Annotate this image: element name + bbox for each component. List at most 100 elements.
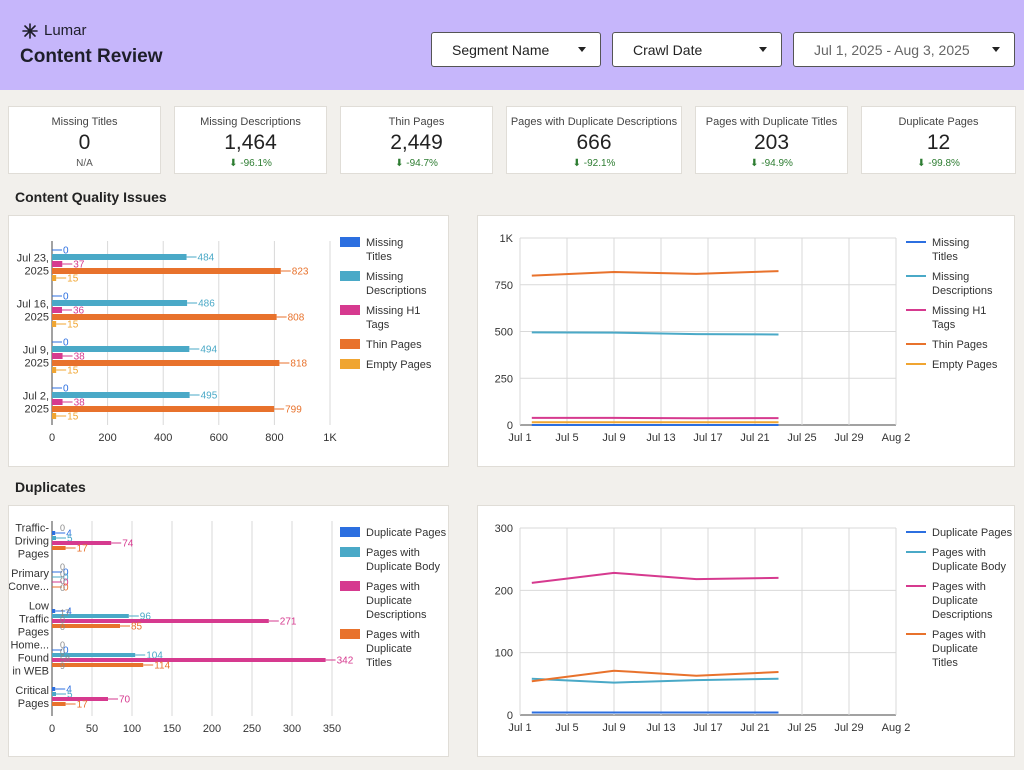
bar bbox=[52, 314, 277, 320]
x-tick-label: 350 bbox=[323, 723, 341, 735]
kpi-card-missing-titles[interactable]: Missing Titles 0 N/A bbox=[8, 106, 161, 174]
x-tick-label: 800 bbox=[265, 432, 283, 444]
legend-label: Pages with bbox=[366, 581, 420, 593]
kpi-card-missing-descriptions[interactable]: Missing Descriptions 1,464 ⬇ -96.1% bbox=[174, 106, 327, 174]
segment-dropdown[interactable]: Segment Name bbox=[431, 32, 601, 67]
x-tick-label: 150 bbox=[163, 723, 181, 735]
category-label: Pages bbox=[18, 549, 50, 561]
data-label: 17 bbox=[77, 700, 89, 711]
x-tick-label: Jul 29 bbox=[834, 432, 863, 444]
bar bbox=[52, 614, 129, 618]
legend-label: Duplicate bbox=[932, 643, 978, 655]
legend-label: Missing bbox=[366, 271, 403, 283]
bar bbox=[52, 624, 120, 628]
kpi-label: Pages with Duplicate Descriptions bbox=[510, 116, 678, 128]
legend-label: Pages with bbox=[366, 547, 420, 559]
data-label: 104 bbox=[146, 651, 163, 662]
kpi-value: 203 bbox=[753, 131, 790, 154]
x-tick-label: Jul 9 bbox=[602, 432, 625, 444]
category-label: Critical bbox=[15, 685, 49, 697]
data-label: 484 bbox=[198, 253, 215, 264]
duplicates-line-chart-card: 0 100 200 300 Jul 1 Jul 5 Jul 9 Jul 13 Jul 17 Jul… bbox=[477, 505, 1015, 757]
data-label: 0 bbox=[63, 573, 69, 584]
kpi-card-duplicate-pages[interactable]: Duplicate Pages 12 ⬇ -99.8% bbox=[861, 106, 1016, 174]
data-label: 4 bbox=[66, 685, 72, 696]
legend-swatch bbox=[340, 629, 360, 639]
data-label: 342 bbox=[337, 656, 354, 667]
kpi-card-duplicate-titles[interactable]: Pages with Duplicate Titles 203 ⬇ -94.9% bbox=[695, 106, 848, 174]
crawl-date-dropdown[interactable]: Crawl Date bbox=[612, 32, 782, 67]
legend-label: Thin Pages bbox=[932, 339, 988, 351]
quality-bar-chart-card: 0 200 400 600 800 1K Jul 23, 2025 0 484 37 823 15 Jul… bbox=[8, 215, 449, 467]
data-label: 4 bbox=[66, 529, 72, 540]
legend-label: Titles bbox=[932, 251, 958, 263]
y-tick-label: 200 bbox=[495, 585, 513, 597]
chevron-down-icon bbox=[992, 47, 1000, 52]
x-tick-label: Jul 21 bbox=[740, 432, 769, 444]
x-tick-label: Jul 21 bbox=[740, 722, 769, 734]
bar bbox=[52, 531, 56, 535]
legend-label: Tags bbox=[366, 319, 390, 331]
data-label: 0 bbox=[63, 292, 69, 303]
category-label: Traffic- bbox=[15, 523, 49, 535]
bar bbox=[52, 609, 56, 613]
legend-swatch bbox=[340, 527, 360, 537]
kpi-card-thin-pages[interactable]: Thin Pages 2,449 ⬇ -94.7% bbox=[340, 106, 493, 174]
date-range-picker[interactable]: Jul 1, 2025 - Aug 3, 2025 bbox=[793, 32, 1015, 67]
legend-label: Titles bbox=[366, 251, 392, 263]
y-tick-label: 500 bbox=[495, 327, 513, 339]
kpi-value: 0 bbox=[78, 131, 91, 154]
series-line bbox=[531, 669, 779, 683]
bar bbox=[52, 546, 66, 550]
legend-swatch bbox=[340, 305, 360, 315]
category-label: in WEB bbox=[12, 666, 49, 678]
kpi-change: ⬇ -96.1% bbox=[229, 158, 272, 169]
section-title-duplicates: Duplicates bbox=[15, 479, 86, 495]
data-label: 38 bbox=[74, 352, 86, 363]
data-label: 114 bbox=[154, 661, 170, 672]
x-tick-label: 200 bbox=[98, 432, 116, 444]
data-label: 0 bbox=[60, 615, 65, 625]
kpi-label: Thin Pages bbox=[388, 116, 445, 128]
x-tick-label: 300 bbox=[283, 723, 301, 735]
category-label: Jul 2, bbox=[23, 391, 49, 403]
lumar-logo-icon bbox=[22, 22, 38, 39]
legend-swatch bbox=[340, 339, 360, 349]
legend-label: Descriptions bbox=[932, 285, 993, 297]
bar bbox=[52, 275, 57, 281]
bar bbox=[52, 254, 187, 260]
data-label: 15 bbox=[67, 412, 79, 423]
x-tick-label: 100 bbox=[123, 723, 141, 735]
duplicates-line-chart: 0 100 200 300 Jul 1 Jul 5 Jul 9 Jul 13 Jul 17 Jul… bbox=[495, 523, 1013, 734]
section-title-content-quality: Content Quality Issues bbox=[15, 189, 167, 205]
bar bbox=[52, 406, 275, 412]
x-tick-label: 0 bbox=[49, 432, 55, 444]
x-tick-label: 50 bbox=[86, 723, 98, 735]
legend-swatch bbox=[340, 237, 360, 247]
y-tick-label: 1K bbox=[500, 233, 514, 245]
y-tick-label: 100 bbox=[495, 648, 513, 660]
bar bbox=[52, 367, 57, 373]
data-label: 271 bbox=[280, 617, 297, 628]
data-label: 0 bbox=[63, 338, 69, 349]
data-label: 36 bbox=[73, 306, 85, 317]
category-label: Home... bbox=[10, 640, 49, 652]
kpi-card-duplicate-descriptions[interactable]: Pages with Duplicate Descriptions 666 ⬇ … bbox=[506, 106, 682, 174]
bar bbox=[52, 413, 57, 419]
category-label: 2025 bbox=[25, 358, 49, 370]
x-tick-label: Jul 13 bbox=[646, 722, 675, 734]
data-label: 0 bbox=[60, 576, 65, 586]
data-label: 0 bbox=[60, 583, 65, 593]
legend-label: Duplicate bbox=[366, 595, 412, 607]
legend-label: Pages with bbox=[366, 629, 420, 641]
y-tick-label: 0 bbox=[507, 710, 513, 722]
category-label: Found bbox=[18, 653, 49, 665]
y-tick-label: 250 bbox=[495, 373, 513, 385]
legend-label: Thin Pages bbox=[366, 339, 422, 351]
x-tick-label: Aug 2 bbox=[882, 432, 911, 444]
data-label: 96 bbox=[140, 612, 152, 623]
x-tick-label: Jul 25 bbox=[787, 722, 816, 734]
legend-label: Descriptions bbox=[366, 285, 427, 297]
kpi-change: ⬇ -94.9% bbox=[750, 158, 793, 169]
data-label: 0 bbox=[63, 646, 69, 657]
